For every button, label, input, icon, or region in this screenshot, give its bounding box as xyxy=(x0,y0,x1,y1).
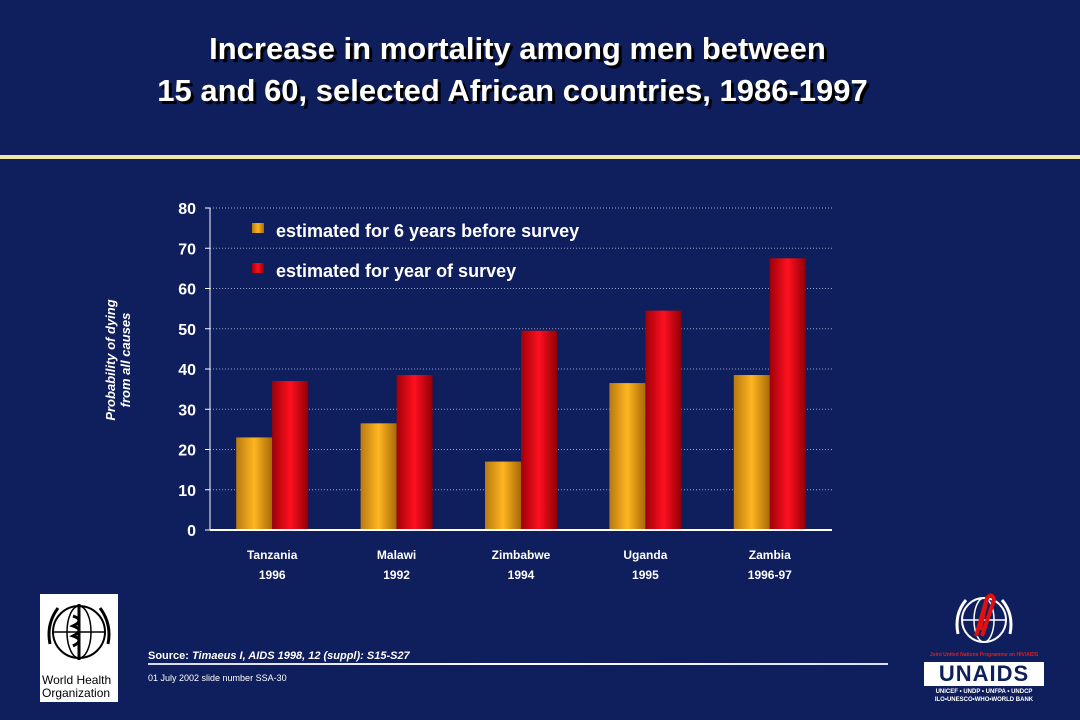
bar-series-1 xyxy=(236,437,273,530)
unaids-agencies-line-1: UNICEF • UNDP • UNFPA • UNDCP xyxy=(935,689,1033,695)
y-tick-label: 20 xyxy=(178,443,196,460)
legend-swatch-1 xyxy=(252,223,264,233)
unaids-agencies-line-2: ILO•UNESCO•WHO•WORLD BANK xyxy=(934,697,1034,703)
who-logo: World Health Organization xyxy=(40,594,118,702)
x-tick-label: Zimbabwe xyxy=(492,548,551,562)
y-tick-label: 40 xyxy=(178,362,196,379)
x-tick-label: Uganda xyxy=(623,548,667,562)
bar-series-1 xyxy=(609,383,646,530)
y-tick-label: 10 xyxy=(178,483,196,500)
bar-series-2 xyxy=(521,330,557,530)
x-tick-label-year: 1995 xyxy=(632,568,659,582)
bar-series-1 xyxy=(360,423,397,530)
x-tick-label-year: 1992 xyxy=(383,568,410,582)
who-text-line-1: World Health xyxy=(42,673,112,687)
title-divider xyxy=(0,155,1080,159)
y-tick-label: 80 xyxy=(178,201,196,218)
title-line-1: Increase in mortality among men between xyxy=(209,31,826,66)
y-tick-label: 60 xyxy=(178,282,196,299)
bar-series-2 xyxy=(272,381,309,530)
x-tick-label: Tanzania xyxy=(247,548,298,562)
y-tick-label: 0 xyxy=(187,523,196,540)
source-divider xyxy=(148,663,888,665)
slide-number: 01 July 2002 slide number SSA-30 xyxy=(148,673,287,683)
source-citation: Source: Timaeus I, AIDS 1998, 12 (suppl)… xyxy=(148,650,410,662)
legend-label-2: estimated for year of survey xyxy=(276,261,516,281)
x-tick-label-year: 1996 xyxy=(259,568,286,582)
unaids-agencies: UNICEF • UNDP • UNFPA • UNDCP ILO•UNESCO… xyxy=(924,688,1044,704)
bar-series-1 xyxy=(485,461,521,530)
bar-series-2 xyxy=(396,375,433,530)
x-tick-label-year: 1994 xyxy=(508,568,535,582)
source-reference: Timaeus I, AIDS 1998, 12 (suppl): S15-S2… xyxy=(192,650,410,662)
unaids-emblem-icon xyxy=(955,593,1013,643)
bar-series-1 xyxy=(733,375,770,530)
unaids-wordmark: UNAIDS xyxy=(924,662,1044,686)
y-tick-label: 30 xyxy=(178,402,196,419)
who-logo-text: World Health Organization xyxy=(40,674,120,700)
x-tick-label: Malawi xyxy=(377,548,416,562)
slide-title: Increase in mortality among men between … xyxy=(0,28,1080,112)
title-line-2: 15 and 60, selected African countries, 1… xyxy=(157,73,868,108)
bar-series-2 xyxy=(645,310,682,530)
unaids-tagline: Joint United Nations Programme on HIV/AI… xyxy=(929,652,1039,658)
y-tick-label: 70 xyxy=(178,241,196,258)
y-tick-label: 50 xyxy=(178,322,196,339)
legend-swatch-2 xyxy=(252,263,264,273)
legend-label-1: estimated for 6 years before survey xyxy=(276,221,579,241)
bar-series-2 xyxy=(769,258,806,530)
x-tick-label-year: 1996-97 xyxy=(748,568,792,582)
x-tick-label: Zambia xyxy=(749,548,791,562)
unaids-logo: Joint United Nations Programme on HIV/AI… xyxy=(924,590,1044,710)
who-emblem-icon xyxy=(47,604,111,660)
source-prefix: Source: xyxy=(148,650,189,662)
who-text-line-2: Organization xyxy=(42,686,111,700)
